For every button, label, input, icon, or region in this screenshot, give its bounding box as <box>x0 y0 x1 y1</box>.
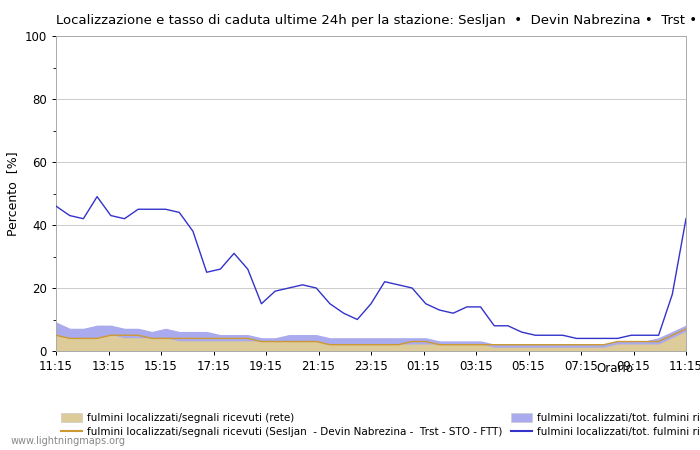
Text: Orario: Orario <box>596 362 634 375</box>
Legend: fulmini localizzati/segnali ricevuti (rete), fulmini localizzati/segnali ricevut: fulmini localizzati/segnali ricevuti (re… <box>61 413 700 437</box>
Text: Localizzazione e tasso di caduta ultime 24h per la stazione: Sesljan  •  Devin N: Localizzazione e tasso di caduta ultime … <box>56 14 700 27</box>
Text: www.lightningmaps.org: www.lightningmaps.org <box>10 436 125 446</box>
Y-axis label: Percento  [%]: Percento [%] <box>6 151 19 236</box>
